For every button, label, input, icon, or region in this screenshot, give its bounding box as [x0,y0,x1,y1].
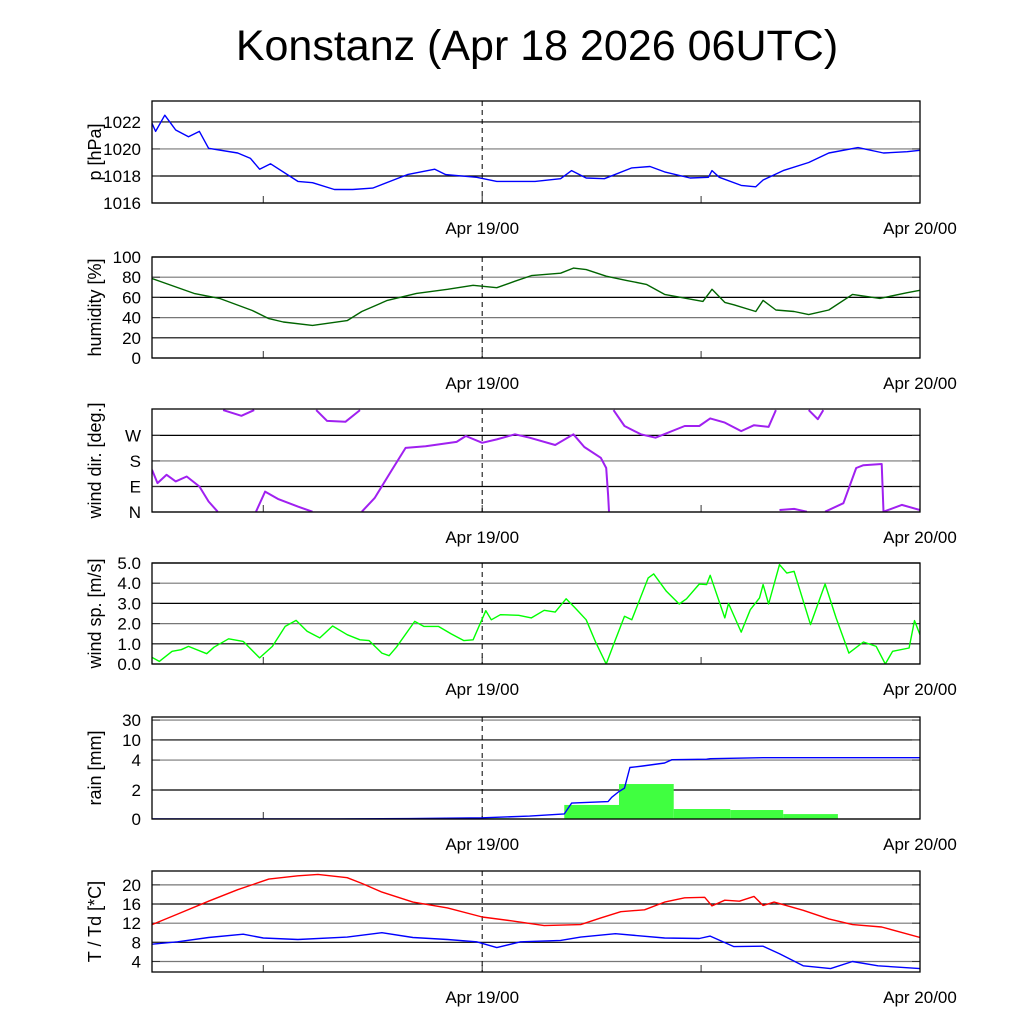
plot-frame [151,870,921,973]
x-tick-label: Apr 19/00 [445,528,519,547]
rain-bar [564,804,620,819]
y-tick-label: 3.0 [117,594,141,613]
y-tick-label: W [125,426,141,445]
y-tick-label: 8 [132,933,141,952]
x-tick-label: Apr 19/00 [445,988,519,1007]
y-tick-label: 10 [122,731,141,750]
x-tick-label: Apr 20/00 [883,680,957,699]
y-axis-label: wind sp. [m/s] [85,558,105,669]
y-tick-label: 1016 [103,194,141,213]
x-tick-label: Apr 20/00 [883,528,957,547]
y-axis-label: T / Td [*C] [85,881,105,962]
x-tick-label: Apr 19/00 [445,680,519,699]
rain-bar [619,784,674,819]
series-wind-direction [361,433,610,512]
plot-frame [151,256,921,359]
y-tick-label: S [130,452,141,471]
x-tick-label: Apr 19/00 [445,219,519,238]
y-tick-label: 60 [122,288,141,307]
y-tick-label: 20 [122,329,141,348]
y-tick-label: 0.0 [117,655,141,674]
series-accumulated-precipitation [152,757,920,819]
series-wind-direction [152,469,219,512]
series-wind-direction [255,490,313,512]
y-tick-label: 0 [132,349,141,368]
y-tick-label: 4 [132,751,141,770]
series-temperature [152,873,920,939]
y-tick-label: 16 [122,895,141,914]
y-tick-label: 4.0 [117,574,141,593]
rain-bar [730,810,784,819]
panel-3: 0.01.02.0 3.04.05.0 wind sp. [m/s] Apr 19/0… [85,554,957,699]
y-tick-label: N [129,503,141,522]
y-tick-label: 1018 [103,167,141,186]
y-tick-label: 2 [132,781,141,800]
x-tick-label: Apr 19/00 [445,835,519,854]
y-axis-label: rain [mm] [85,730,105,805]
rain-bar [673,809,731,819]
y-tick-label: 5.0 [117,554,141,573]
series-pressure [152,114,920,191]
x-tick-label: Apr 19/00 [445,374,519,393]
y-tick-label: 100 [113,248,141,267]
x-tick-label: Apr 20/00 [883,219,957,238]
series-wind-direction [807,409,825,421]
y-tick-label: 30 [122,711,141,730]
y-tick-label: E [130,477,141,496]
series-wind-direction [779,507,808,512]
series-wind-speed [152,563,920,664]
y-tick-label: 40 [122,309,141,328]
y-axis-label: humidity [%] [85,258,105,356]
rain-bar [783,814,838,819]
y-tick-label: 80 [122,268,141,287]
y-tick-label: 12 [122,914,141,933]
y-tick-label: 4 [132,952,141,971]
series-wind-direction [824,463,920,512]
y-tick-label: 1022 [103,113,141,132]
y-tick-label: 1.0 [117,635,141,654]
series-humidity [152,267,920,327]
y-axis-label: wind dir. [deg.] [85,402,105,519]
series-dew-point [152,932,920,970]
y-tick-label: 0 [132,810,141,829]
series-wind-direction [222,409,255,417]
y-tick-label: 20 [122,876,141,895]
y-axis-label: p [hPa] [85,123,105,180]
plot-frame [151,100,921,204]
y-tick-label: 2.0 [117,615,141,634]
plot-frame [151,562,921,665]
chart-title: Konstanz (Apr 18 2026 06UTC) [235,22,839,70]
x-tick-label: Apr 20/00 [883,988,957,1007]
plot-frame [151,716,921,820]
y-tick-label: 1020 [103,140,141,159]
x-tick-label: Apr 20/00 [883,835,957,854]
plot-frame [151,408,921,513]
series-wind-direction [612,409,777,439]
x-tick-label: Apr 20/00 [883,374,957,393]
series-wind-direction [315,409,361,423]
